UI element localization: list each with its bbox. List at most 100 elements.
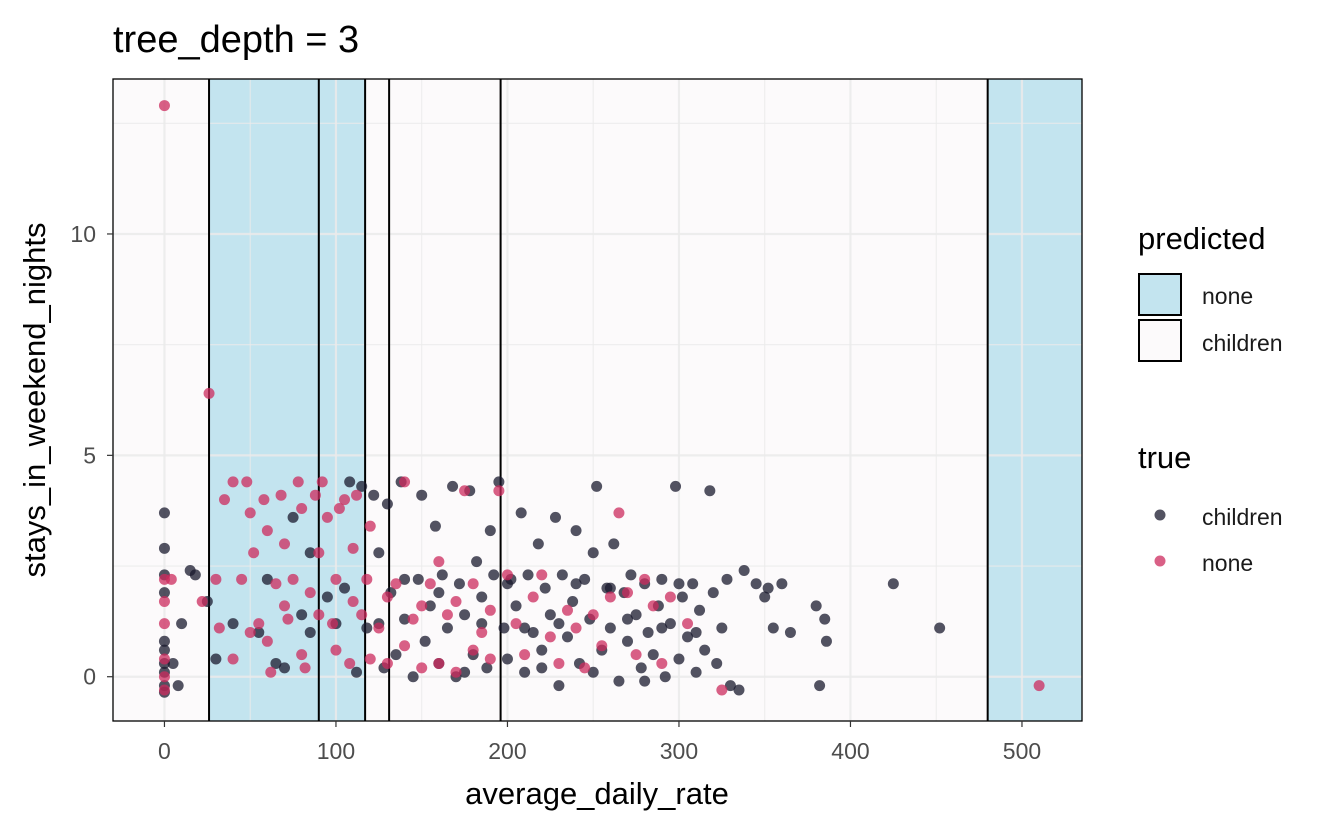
point-none <box>484 604 496 616</box>
point-children <box>498 622 510 634</box>
point-children <box>642 626 654 638</box>
point-none <box>203 387 215 399</box>
point-children <box>561 631 573 643</box>
point-children <box>476 618 488 630</box>
point-children <box>270 657 282 669</box>
point-none <box>656 657 668 669</box>
point-children <box>711 657 723 669</box>
point-none <box>227 476 239 488</box>
point-children <box>522 569 534 581</box>
point-children <box>304 626 316 638</box>
point-none <box>399 640 411 652</box>
x-tick-label: 300 <box>660 738 698 764</box>
point-none <box>347 595 359 607</box>
point-none <box>399 476 411 488</box>
point-none <box>258 494 270 506</box>
point-children <box>762 582 774 594</box>
point-children <box>399 613 411 625</box>
point-none <box>321 511 333 523</box>
legend-label-children: children <box>1202 330 1283 356</box>
point-none <box>587 609 599 621</box>
grid-lines <box>113 79 1082 721</box>
point-children <box>476 591 488 603</box>
point-children <box>587 666 599 678</box>
point-children <box>694 604 706 616</box>
point-children <box>459 609 471 621</box>
point-children <box>407 671 419 683</box>
point-none <box>227 653 239 665</box>
point-children <box>433 587 445 599</box>
chart-title: tree_depth = 3 <box>113 19 359 61</box>
point-children <box>158 507 170 519</box>
point-children <box>279 662 291 674</box>
point-none <box>275 489 287 501</box>
point-none <box>630 649 642 661</box>
point-children <box>536 644 548 656</box>
point-children <box>321 591 333 603</box>
x-tick-label: 200 <box>488 738 526 764</box>
x-axis-ticks: 0 100 200 300 400 500 <box>158 721 1041 764</box>
point-children <box>419 635 431 647</box>
point-none <box>390 578 402 590</box>
point-none <box>604 591 616 603</box>
legend-true: true children none <box>1138 440 1283 576</box>
point-none <box>158 684 170 696</box>
point-children <box>436 569 448 581</box>
point-children <box>687 578 699 590</box>
point-none <box>158 653 170 665</box>
point-children <box>659 671 671 683</box>
point-none <box>467 644 479 656</box>
point-children <box>934 622 946 634</box>
point-none <box>292 476 304 488</box>
point-children <box>553 618 565 630</box>
point-children <box>556 569 568 581</box>
point-none <box>561 604 573 616</box>
region-children-3 <box>365 79 390 721</box>
point-none <box>596 640 608 652</box>
point-children <box>447 480 459 492</box>
legend-key-children <box>1138 319 1182 362</box>
point-none <box>270 578 282 590</box>
point-children <box>172 680 184 692</box>
point-none <box>330 573 342 585</box>
point-children <box>189 569 201 581</box>
point-children <box>424 600 436 612</box>
point-none <box>1033 680 1045 692</box>
point-none <box>476 626 488 638</box>
point-children <box>519 622 531 634</box>
legend-key-none <box>1138 273 1182 316</box>
point-none <box>536 569 548 581</box>
legend-predicted: predicted none children <box>1138 221 1283 362</box>
point-children <box>587 547 599 559</box>
point-none <box>158 595 170 607</box>
point-children <box>647 649 659 661</box>
point-children <box>604 582 616 594</box>
point-children <box>682 631 694 643</box>
point-none <box>158 671 170 683</box>
point-children <box>539 582 551 594</box>
point-children <box>381 498 393 510</box>
point-children <box>625 569 637 581</box>
point-none <box>241 476 253 488</box>
point-none <box>261 635 273 647</box>
point-children <box>441 622 453 634</box>
point-none <box>309 489 321 501</box>
point-none <box>248 547 260 559</box>
point-none <box>244 626 256 638</box>
point-none <box>364 653 376 665</box>
point-children <box>733 684 745 696</box>
point-children <box>339 582 351 594</box>
point-none <box>622 587 634 599</box>
point-children <box>820 635 832 647</box>
legend-true-title: true <box>1138 440 1191 475</box>
point-none <box>381 657 393 669</box>
point-children <box>501 653 513 665</box>
point-children <box>167 657 179 669</box>
panel-border <box>112 78 1083 722</box>
point-children <box>459 666 471 678</box>
point-children <box>519 666 531 678</box>
point-children <box>767 622 779 634</box>
point-none <box>265 666 277 678</box>
point-children <box>453 578 465 590</box>
